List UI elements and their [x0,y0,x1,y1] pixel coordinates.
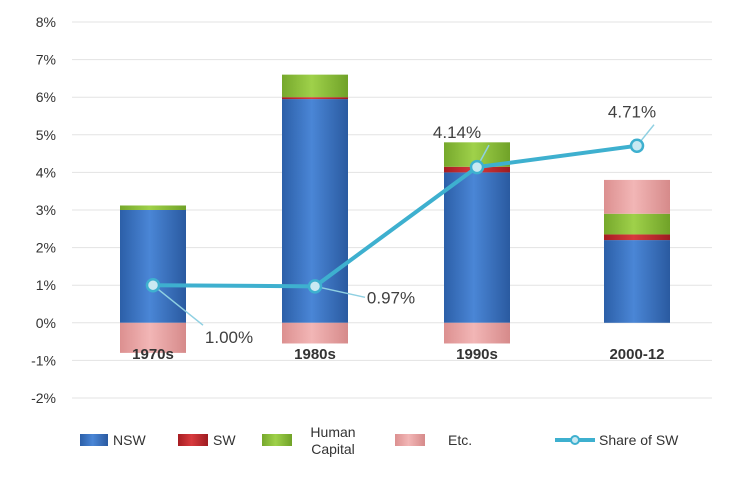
share-of-sw-line: 1.00% 0.97% 4.14% 4.71% [145,103,656,347]
y-tick-label: 1% [36,277,56,293]
data-label-leader [314,285,366,299]
line-point [145,277,161,293]
bar-human-capital-2000-12 [604,213,670,235]
legend-label: Share of SW [599,432,679,448]
line-point [629,138,645,153]
bar-etc--1970s [120,322,186,353]
bar-sw-1980s [282,97,348,100]
y-tick-label: 3% [36,202,56,218]
legend-swatch [178,434,208,446]
line-share-of-sw [152,143,638,289]
y-tick-label: 2% [36,240,56,256]
y-tick-label: 8% [36,14,56,30]
bar-etc--2000-12 [604,179,670,214]
bar-human-capital-1980s [282,74,348,98]
category-label: 2000-12 [609,346,664,363]
category-label: 1990s [456,346,498,363]
legend-swatch [262,434,292,446]
line-point [469,159,485,175]
line-point [307,279,323,294]
legend-label: Human Capital [310,424,355,457]
y-tick-label: -2% [31,390,56,406]
category-label: 1980s [294,346,336,363]
y-axis-ticks: -2% -1% 0% 1% 2% 3% 4% 5% 6% 7% 8% [31,14,56,406]
bar-human-capital-1970s [120,205,186,210]
bar-sw-2000-12 [604,234,670,241]
bar-nsw-1970s [120,210,186,323]
y-tick-label: 7% [36,52,56,68]
y-tick-label: 0% [36,315,56,331]
bar-nsw-2000-12 [604,240,670,323]
line-data-label: 4.14% [433,123,481,142]
line-data-label: 1.00% [205,328,253,347]
y-tick-label: 4% [36,164,56,180]
y-tick-label: 6% [36,89,56,105]
bar-nsw-1990s [444,172,510,323]
legend: NSW SW Human Capital Etc. Share of SW [80,424,679,457]
category-labels: 1970s 1980s 1990s 2000-12 [132,346,664,363]
legend-label: Etc. [448,432,472,448]
data-label-leader [152,284,204,326]
legend-swatch [395,434,425,446]
legend-label: NSW [113,432,146,448]
bar-etc--1980s [282,322,348,344]
y-tick-label: -1% [31,352,56,368]
category-label: 1970s [132,346,174,363]
bar-etc--1990s [444,322,510,344]
line-data-label: 4.71% [608,103,656,122]
legend-line-marker [570,435,580,445]
line-data-label: 0.97% [367,288,415,307]
y-tick-label: 5% [36,127,56,143]
legend-swatch [80,434,108,446]
bars [120,74,670,353]
legend-label: SW [213,432,236,448]
